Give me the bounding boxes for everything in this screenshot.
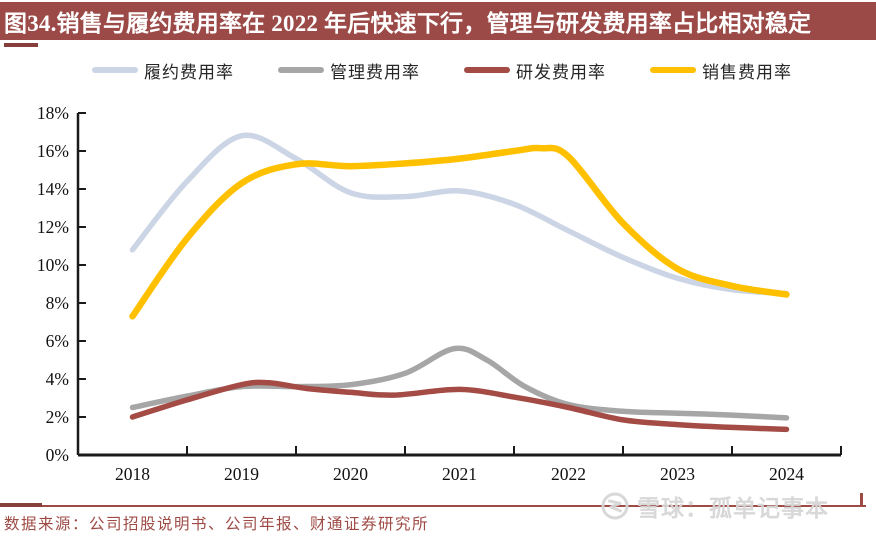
legend-item-2: 管理费用率 <box>278 58 420 83</box>
title-underline-dash <box>4 43 38 47</box>
legend-swatch-icon <box>92 67 138 73</box>
x-tick-label: 2020 <box>333 464 368 484</box>
x-tick-label: 2021 <box>442 464 477 484</box>
figure-title-bar: 图34.销售与履约费用率在 2022 年后快速下行，管理与研发费用率占比相对稳定 <box>0 2 876 40</box>
x-tick-label: 2024 <box>769 464 804 484</box>
y-tick-label: 4% <box>46 369 69 389</box>
footer-right-tick <box>860 493 863 507</box>
x-tick-label: 2019 <box>224 464 259 484</box>
y-tick-label: 12% <box>37 217 69 237</box>
y-tick-label: 18% <box>37 103 69 123</box>
series-line-4 <box>129 144 790 320</box>
legend-label: 销售费用率 <box>702 62 792 82</box>
legend-label: 研发费用率 <box>516 62 606 82</box>
legend-swatch-icon <box>464 67 510 73</box>
series-line-3 <box>129 379 790 433</box>
y-tick-label: 10% <box>37 255 69 275</box>
legend-label: 管理费用率 <box>330 62 420 82</box>
chart-legend: 履约费用率 管理费用率 研发费用率 销售费用率 <box>92 57 792 83</box>
legend-swatch-icon <box>278 67 324 73</box>
y-tick-label: 14% <box>37 179 69 199</box>
legend-item-1: 履约费用率 <box>92 58 234 83</box>
legend-swatch-icon <box>650 67 696 73</box>
watermark-text: 雪球：孤单记事本 <box>637 496 829 521</box>
x-tick-label: 2018 <box>115 464 150 484</box>
y-tick-label: 2% <box>46 407 69 427</box>
footer-left-dash <box>0 503 42 507</box>
series-line-2 <box>129 345 790 421</box>
series-line-1 <box>129 132 790 297</box>
figure-title: 图34.销售与履约费用率在 2022 年后快速下行，管理与研发费用率占比相对稳定 <box>4 11 812 36</box>
data-source-note: 数据来源：公司招股说明书、公司年报、财通证券研究所 <box>4 516 430 533</box>
xueqiu-logo-icon <box>601 492 629 520</box>
x-tick-label: 2022 <box>551 464 586 484</box>
footer-divider-line <box>0 505 866 507</box>
legend-item-3: 研发费用率 <box>464 58 606 83</box>
watermark: 雪球：孤单记事本 <box>600 489 829 523</box>
y-tick-label: 6% <box>46 331 69 351</box>
x-tick-label: 2023 <box>660 464 695 484</box>
legend-item-4: 销售费用率 <box>650 58 792 83</box>
y-tick-label: 8% <box>46 293 69 313</box>
y-tick-label: 0% <box>46 445 69 465</box>
legend-label: 履约费用率 <box>144 62 234 82</box>
y-tick-label: 16% <box>37 141 69 161</box>
